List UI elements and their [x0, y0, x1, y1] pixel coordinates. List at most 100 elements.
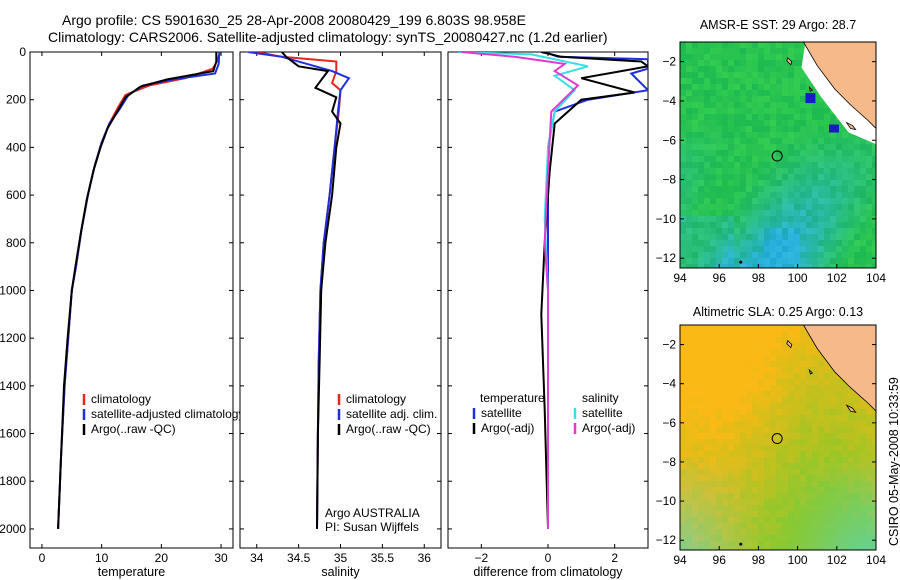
- map-cell: [740, 331, 747, 338]
- map-cell: [740, 186, 747, 193]
- map-cell: [824, 144, 831, 151]
- map-cell: [872, 228, 876, 235]
- map-cell: [776, 397, 783, 404]
- map-cell: [812, 264, 819, 268]
- map-cell: [752, 463, 759, 470]
- map-cell: [782, 258, 789, 265]
- map-cell: [782, 96, 789, 103]
- map-cell: [734, 180, 741, 187]
- map-cell: [692, 60, 699, 67]
- map-cell: [686, 72, 693, 79]
- map-cell: [812, 234, 819, 241]
- map-cell: [716, 246, 723, 253]
- map-cell: [698, 415, 705, 422]
- map-cell: [710, 84, 717, 91]
- map-cell: [728, 78, 735, 85]
- map-cell: [806, 102, 813, 109]
- map-cell: [794, 517, 801, 524]
- map-cell: [722, 361, 729, 368]
- map-cell: [686, 409, 693, 416]
- map-cell: [860, 240, 867, 247]
- map-cell: [812, 457, 819, 464]
- map-cell: [722, 216, 729, 223]
- map-cell: [746, 156, 753, 163]
- map-cell: [710, 216, 717, 223]
- map-cell: [812, 445, 819, 452]
- map-cell: [680, 403, 687, 410]
- map-cell: [692, 240, 699, 247]
- map-cell: [794, 523, 801, 530]
- map-cell: [704, 457, 711, 464]
- map-cell: [722, 246, 729, 253]
- map-cell: [740, 403, 747, 410]
- map-cell: [752, 168, 759, 175]
- map-cell: [818, 517, 825, 524]
- map-cell: [860, 433, 867, 440]
- map-cell: [758, 385, 765, 392]
- map-cell: [848, 252, 855, 259]
- map-cell: [782, 252, 789, 259]
- map-cell: [692, 397, 699, 404]
- x-tick-label: 20: [155, 551, 169, 565]
- y-tick-label: −8: [662, 455, 676, 469]
- map-cell: [692, 385, 699, 392]
- map-cell: [848, 535, 855, 542]
- map-cell: [698, 427, 705, 434]
- series-line-argo-raw-qc-: [281, 52, 342, 529]
- map-cell: [704, 174, 711, 181]
- map-cell: [716, 499, 723, 506]
- map-cell: [872, 529, 876, 536]
- map-cell: [782, 409, 789, 416]
- map-cell: [848, 156, 855, 163]
- map-cell: [764, 102, 771, 109]
- map-cell: [722, 258, 729, 265]
- map-cell: [824, 114, 831, 121]
- map-cell: [788, 547, 795, 550]
- map-cell: [746, 222, 753, 229]
- map-cell: [830, 204, 837, 211]
- x-tick-label: 2: [611, 551, 618, 565]
- map-cell: [854, 487, 861, 494]
- map-cell: [722, 252, 729, 259]
- map-cell: [716, 457, 723, 464]
- map-cell: [824, 126, 831, 133]
- map-cell: [680, 511, 687, 518]
- map-cell: [794, 505, 801, 512]
- map-cell: [704, 541, 711, 548]
- map-cell: [866, 487, 873, 494]
- map-cell: [806, 210, 813, 217]
- map-cell: [716, 463, 723, 470]
- map-cell: [728, 451, 735, 458]
- map-cell: [680, 54, 687, 61]
- map-cell: [866, 162, 873, 169]
- map-cell: [836, 457, 843, 464]
- map-cell: [758, 493, 765, 500]
- map-cell: [776, 349, 783, 356]
- map-cell: [842, 505, 849, 512]
- map-cell: [800, 204, 807, 211]
- map-cell: [734, 535, 741, 542]
- map-cell: [830, 385, 837, 392]
- map-cell: [740, 505, 747, 512]
- map-cell: [746, 445, 753, 452]
- map-cell: [686, 511, 693, 518]
- map-cell: [692, 162, 699, 169]
- map-cell: [686, 529, 693, 536]
- map-cell: [752, 517, 759, 524]
- map-cell: [770, 240, 777, 247]
- map-cell: [776, 258, 783, 265]
- map-cell: [716, 204, 723, 211]
- map-cell: [698, 144, 705, 151]
- map-cell: [824, 228, 831, 235]
- map-cell: [734, 246, 741, 253]
- map-cell: [854, 541, 861, 548]
- map-cell: [800, 234, 807, 241]
- map-cell: [710, 126, 717, 133]
- map-cell: [788, 240, 795, 247]
- map-cell: [716, 445, 723, 452]
- map-cell: [800, 156, 807, 163]
- map-cell: [680, 132, 687, 139]
- map-cell: [710, 138, 717, 145]
- map-cell: [836, 397, 843, 404]
- map-cell: [848, 216, 855, 223]
